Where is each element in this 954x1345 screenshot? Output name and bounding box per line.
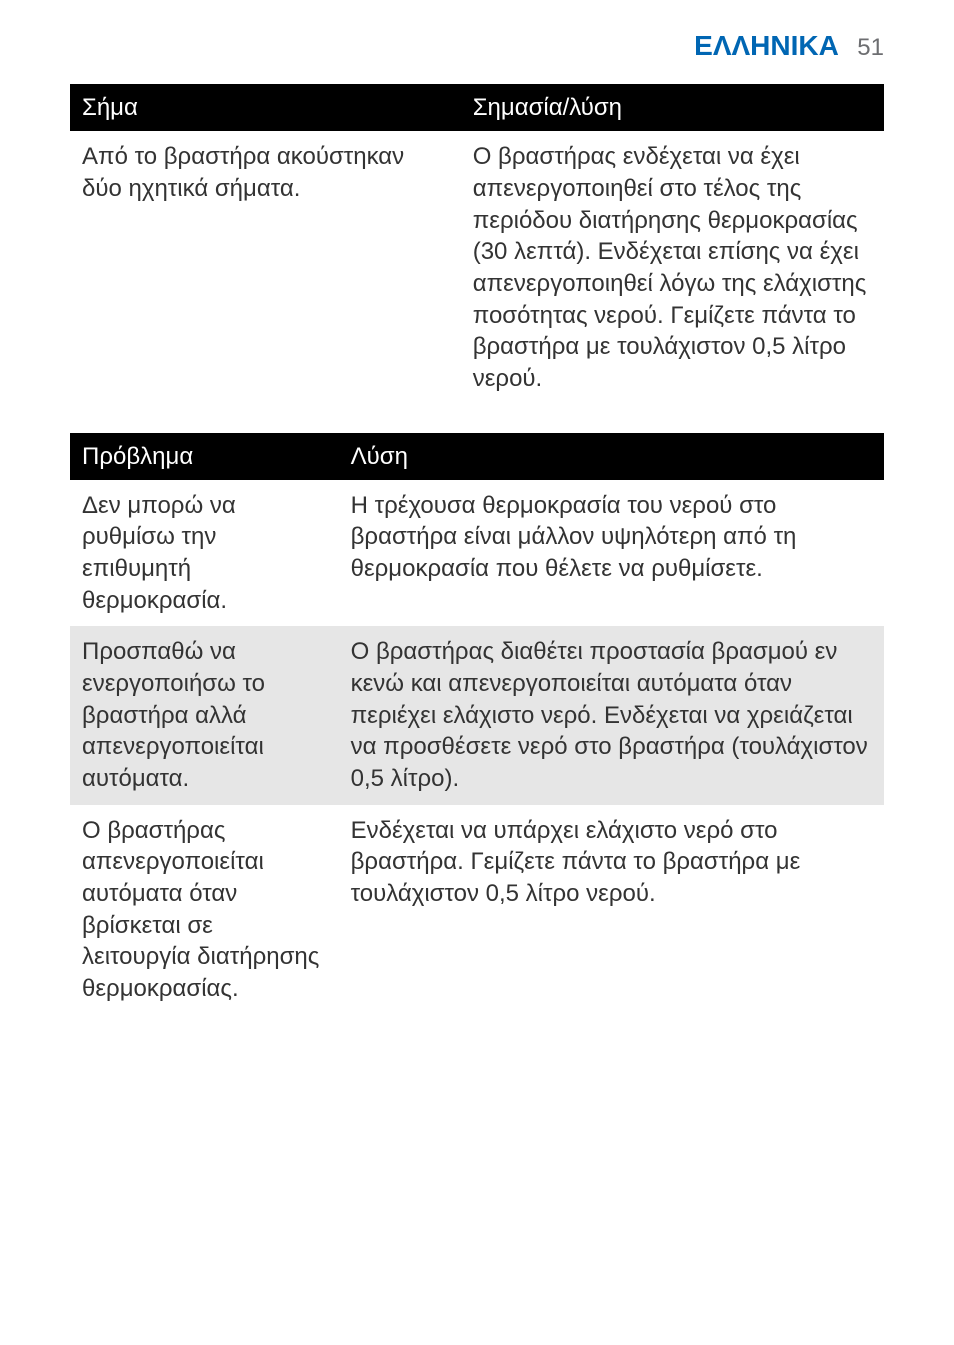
- problem-cell: Προσπαθώ να ενεργοποιήσω το βραστήρα αλλ…: [70, 626, 339, 804]
- page-number: 51: [857, 34, 884, 61]
- table-header-row: Πρόβλημα Λύση: [70, 433, 884, 480]
- manual-page: ΕΛΛΗΝΙΚΑ 51 Σήμα Σημασία/λύση Από το βρα…: [0, 0, 954, 1345]
- column-header-signal: Σήμα: [70, 84, 461, 131]
- meaning-cell: Ο βραστήρας ενδέχεται να έχει απενεργοπο…: [461, 131, 884, 404]
- language-label: ΕΛΛΗΝΙΚΑ: [694, 30, 839, 61]
- table-row: Προσπαθώ να ενεργοποιήσω το βραστήρα αλλ…: [70, 626, 884, 804]
- table-header-row: Σήμα Σημασία/λύση: [70, 84, 884, 131]
- solution-cell: Ενδέχεται να υπάρχει ελάχιστο νερό στο β…: [339, 805, 884, 1015]
- signal-meaning-table: Σήμα Σημασία/λύση Από το βραστήρα ακούστ…: [70, 84, 884, 405]
- column-header-meaning: Σημασία/λύση: [461, 84, 884, 131]
- column-header-problem: Πρόβλημα: [70, 433, 339, 480]
- page-header: ΕΛΛΗΝΙΚΑ 51: [70, 30, 884, 62]
- problem-cell: Δεν μπορώ να ρυθμίσω την επιθυμητή θερμο…: [70, 480, 339, 627]
- table-row: Δεν μπορώ να ρυθμίσω την επιθυμητή θερμο…: [70, 480, 884, 627]
- problem-solution-table: Πρόβλημα Λύση Δεν μπορώ να ρυθμίσω την ε…: [70, 433, 884, 1015]
- problem-cell: Ο βραστήρας απενεργοποιείται αυτόματα ότ…: [70, 805, 339, 1015]
- table-row: Από το βραστήρα ακούστηκαν δύο ηχητικά σ…: [70, 131, 884, 404]
- solution-cell: Η τρέχουσα θερμοκρασία του νερού στο βρα…: [339, 480, 884, 627]
- signal-cell: Από το βραστήρα ακούστηκαν δύο ηχητικά σ…: [70, 131, 461, 404]
- solution-cell: Ο βραστήρας διαθέτει προστασία βρασμού ε…: [339, 626, 884, 804]
- table-row: Ο βραστήρας απενεργοποιείται αυτόματα ότ…: [70, 805, 884, 1015]
- column-header-solution: Λύση: [339, 433, 884, 480]
